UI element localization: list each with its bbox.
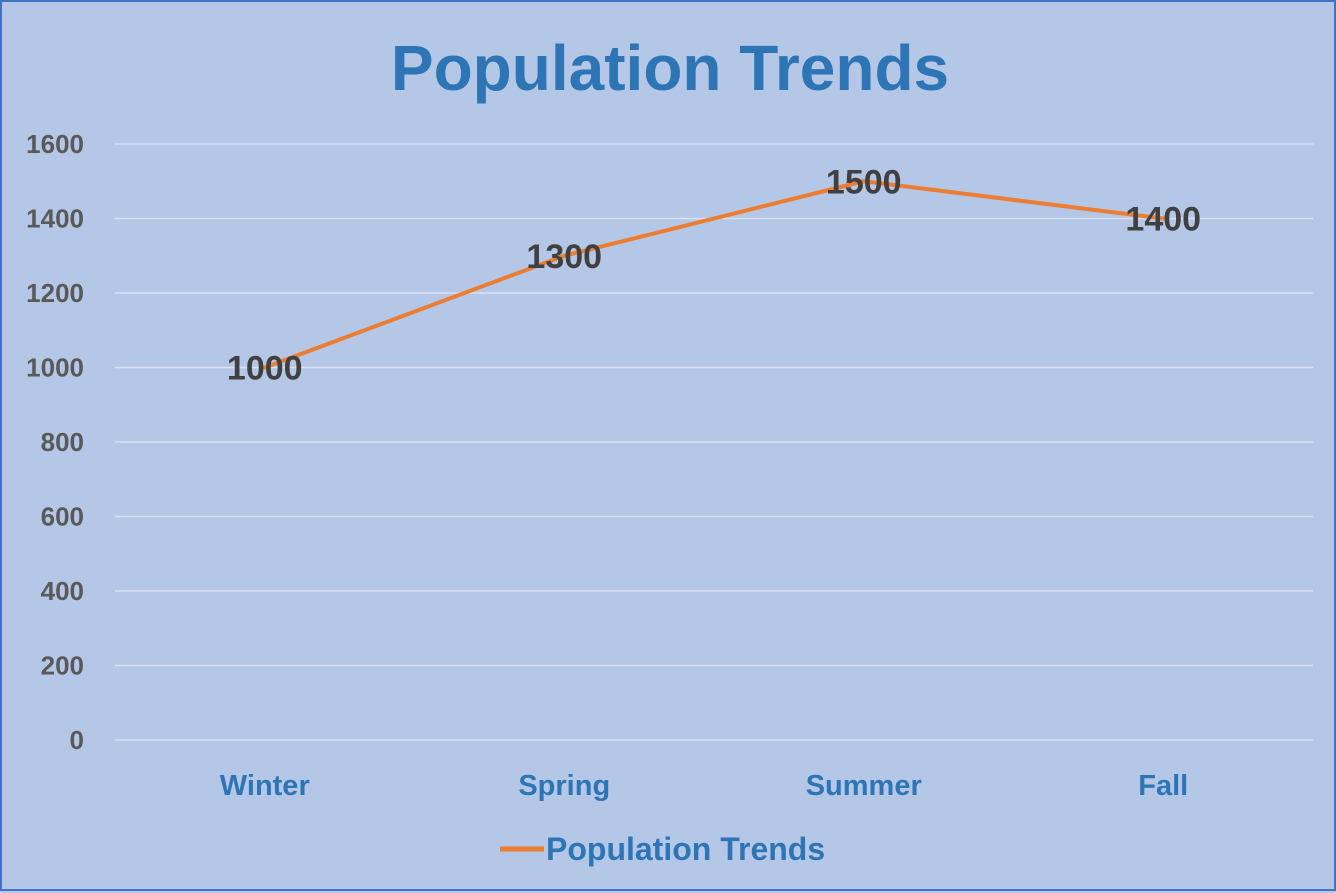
y-tick-label: 1600 <box>26 129 84 159</box>
y-tick-label: 800 <box>41 427 84 457</box>
legend-label: Population Trends <box>546 831 825 867</box>
x-tick-label: Winter <box>220 770 310 802</box>
y-tick-label: 0 <box>70 725 84 755</box>
x-axis-tick-labels: Winter Spring Summer Fall <box>220 770 1188 802</box>
x-tick-label: Fall <box>1138 770 1188 802</box>
data-label: 1500 <box>826 163 902 201</box>
gridlines <box>115 143 1313 741</box>
data-label: 1400 <box>1125 201 1201 239</box>
x-tick-label: Spring <box>518 770 610 802</box>
y-tick-label: 600 <box>41 502 84 532</box>
legend[interactable]: Population Trends <box>500 831 825 867</box>
data-label: 1000 <box>227 350 303 388</box>
y-tick-label: 200 <box>41 651 84 681</box>
y-tick-label: 1400 <box>26 204 84 234</box>
chart-title: Population Trends <box>391 32 949 104</box>
series-line[interactable] <box>262 179 1166 370</box>
data-labels: 1000 1300 1500 1400 <box>227 163 1201 387</box>
data-label: 1300 <box>526 238 602 276</box>
x-tick-label: Summer <box>806 770 922 802</box>
y-tick-label: 1000 <box>26 353 84 383</box>
y-tick-label: 400 <box>41 576 84 606</box>
y-tick-label: 1200 <box>26 278 84 308</box>
y-axis-tick-labels: 0 200 400 600 800 1000 1200 1400 1600 <box>26 129 84 755</box>
series-layer <box>262 179 1166 370</box>
